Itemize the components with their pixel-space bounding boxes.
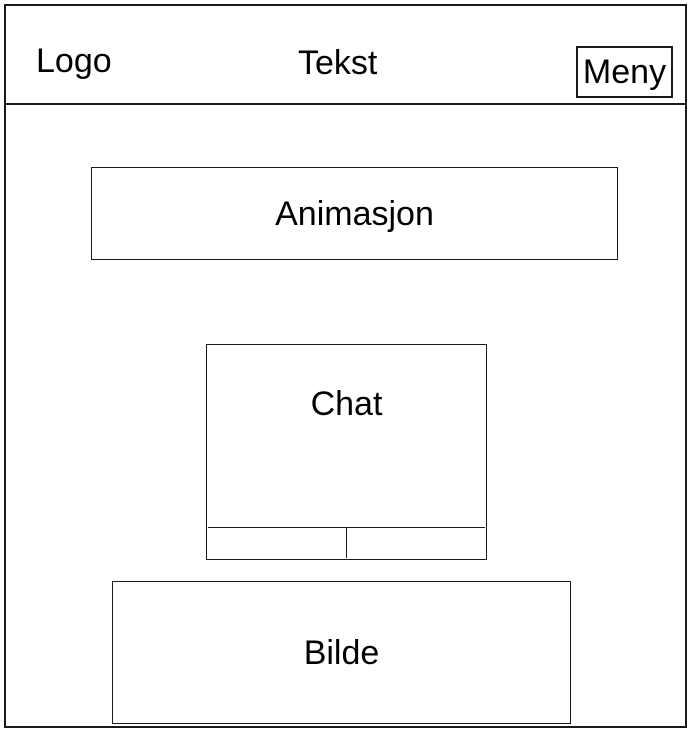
header-title: Tekst [298, 44, 378, 82]
image-label: Bilde [303, 633, 380, 672]
animation-panel: Animasjon [91, 167, 618, 260]
logo[interactable]: Logo [36, 42, 112, 80]
header-bar: Logo Tekst Meny [4, 4, 687, 105]
image-panel: Bilde [112, 581, 571, 724]
menu-button-label: Meny [582, 53, 667, 91]
chat-input-row [208, 527, 485, 558]
chat-send-button[interactable] [346, 528, 485, 558]
animation-label: Animasjon [275, 194, 434, 233]
chat-panel: Chat [206, 344, 487, 560]
chat-message-input[interactable] [208, 528, 346, 558]
menu-button[interactable]: Meny [576, 46, 673, 98]
chat-label: Chat [310, 385, 383, 423]
